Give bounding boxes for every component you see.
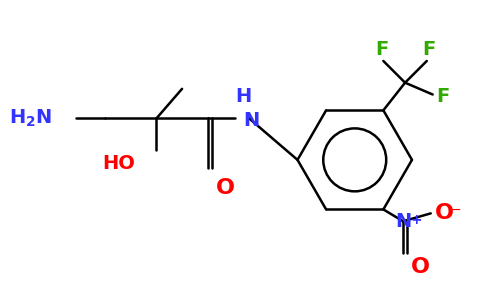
Text: O: O xyxy=(215,178,235,198)
Text: F: F xyxy=(375,40,388,59)
Text: +: + xyxy=(411,213,423,227)
Text: $\mathbf{H_2N}$: $\mathbf{H_2N}$ xyxy=(9,108,52,129)
Text: HO: HO xyxy=(102,154,135,173)
Text: H: H xyxy=(235,87,251,106)
Text: F: F xyxy=(422,40,436,59)
Text: O: O xyxy=(411,257,430,277)
Text: N: N xyxy=(395,212,411,231)
Text: N: N xyxy=(243,111,259,130)
Text: $^-$: $^-$ xyxy=(449,206,462,224)
Text: O: O xyxy=(435,203,454,224)
Text: F: F xyxy=(437,87,450,106)
